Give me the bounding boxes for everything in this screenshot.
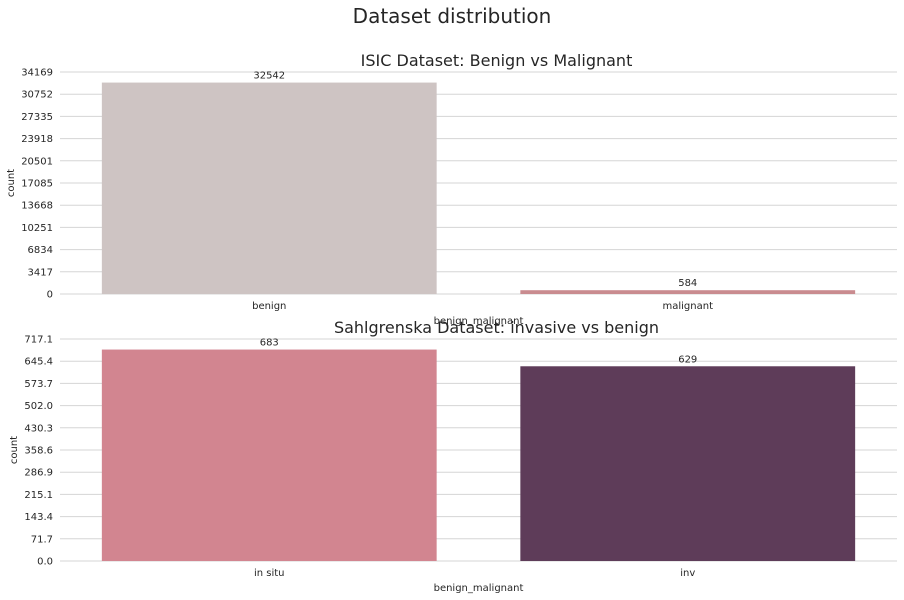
sahlgrenska-ytick-label: 0.0 (37, 557, 53, 568)
isic-data-label: 32542 (253, 71, 285, 82)
isic-chart-title: ISIC Dataset: Benign vs Malignant (361, 51, 633, 70)
isic-xtick-label: benign (252, 301, 286, 312)
isic-y-axis-label: count (6, 169, 17, 197)
sahlgrenska-ytick-label: 573.7 (24, 379, 53, 390)
sahlgrenska-ytick-label: 215.1 (24, 490, 53, 501)
sahlgrenska-ytick-label: 430.3 (24, 423, 53, 434)
isic-ytick-label: 20501 (21, 156, 53, 167)
sahlgrenska-chart-title: Sahlgrenska Dataset: invasive vs benign (334, 318, 659, 337)
isic-ytick-label: 10251 (21, 223, 53, 234)
sahlgrenska-ytick-label: 71.7 (31, 534, 53, 545)
isic-ytick-label: 6834 (28, 245, 53, 256)
sahlgrenska-data-label: 683 (260, 338, 279, 349)
sahlgrenska-ytick-label: 286.9 (24, 468, 53, 479)
isic-ytick-label: 34169 (21, 68, 53, 79)
isic-ytick-label: 23918 (21, 134, 53, 145)
sahlgrenska-ytick-label: 358.6 (24, 446, 53, 457)
isic-x-axis-label: benign_malignant (434, 316, 524, 327)
isic-bar-benign (101, 82, 437, 295)
sahlgrenska-bar-inv (520, 366, 856, 561)
isic-ytick-label: 27335 (21, 112, 53, 123)
sahlgrenska-ytick-label: 143.4 (24, 512, 53, 523)
sahlgrenska-ytick-label: 717.1 (24, 335, 53, 346)
sahlgrenska-x-axis-label: benign_malignant (434, 583, 524, 594)
sahlgrenska-ytick-label: 645.4 (24, 357, 53, 368)
isic-ytick-label: 17085 (21, 179, 53, 190)
isic-ytick-label: 0 (47, 290, 53, 301)
sahlgrenska-y-axis-label: count (9, 436, 20, 464)
isic-xtick-label: malignant (663, 301, 714, 312)
sahlgrenska-data-label: 629 (678, 354, 697, 365)
isic-ytick-label: 30752 (21, 90, 53, 101)
isic-ytick-label: 3417 (28, 267, 53, 278)
sahlgrenska-xtick-label: inv (680, 568, 695, 579)
sahlgrenska-bar-in-situ (101, 349, 437, 561)
isic-data-label: 584 (678, 278, 697, 289)
sahlgrenska-ytick-label: 502.0 (24, 401, 53, 412)
isic-ytick-label: 13668 (21, 201, 53, 212)
isic-bar-malignant (520, 290, 856, 294)
figure-title: Dataset distribution (352, 4, 552, 28)
sahlgrenska-xtick-label: in situ (254, 568, 285, 579)
